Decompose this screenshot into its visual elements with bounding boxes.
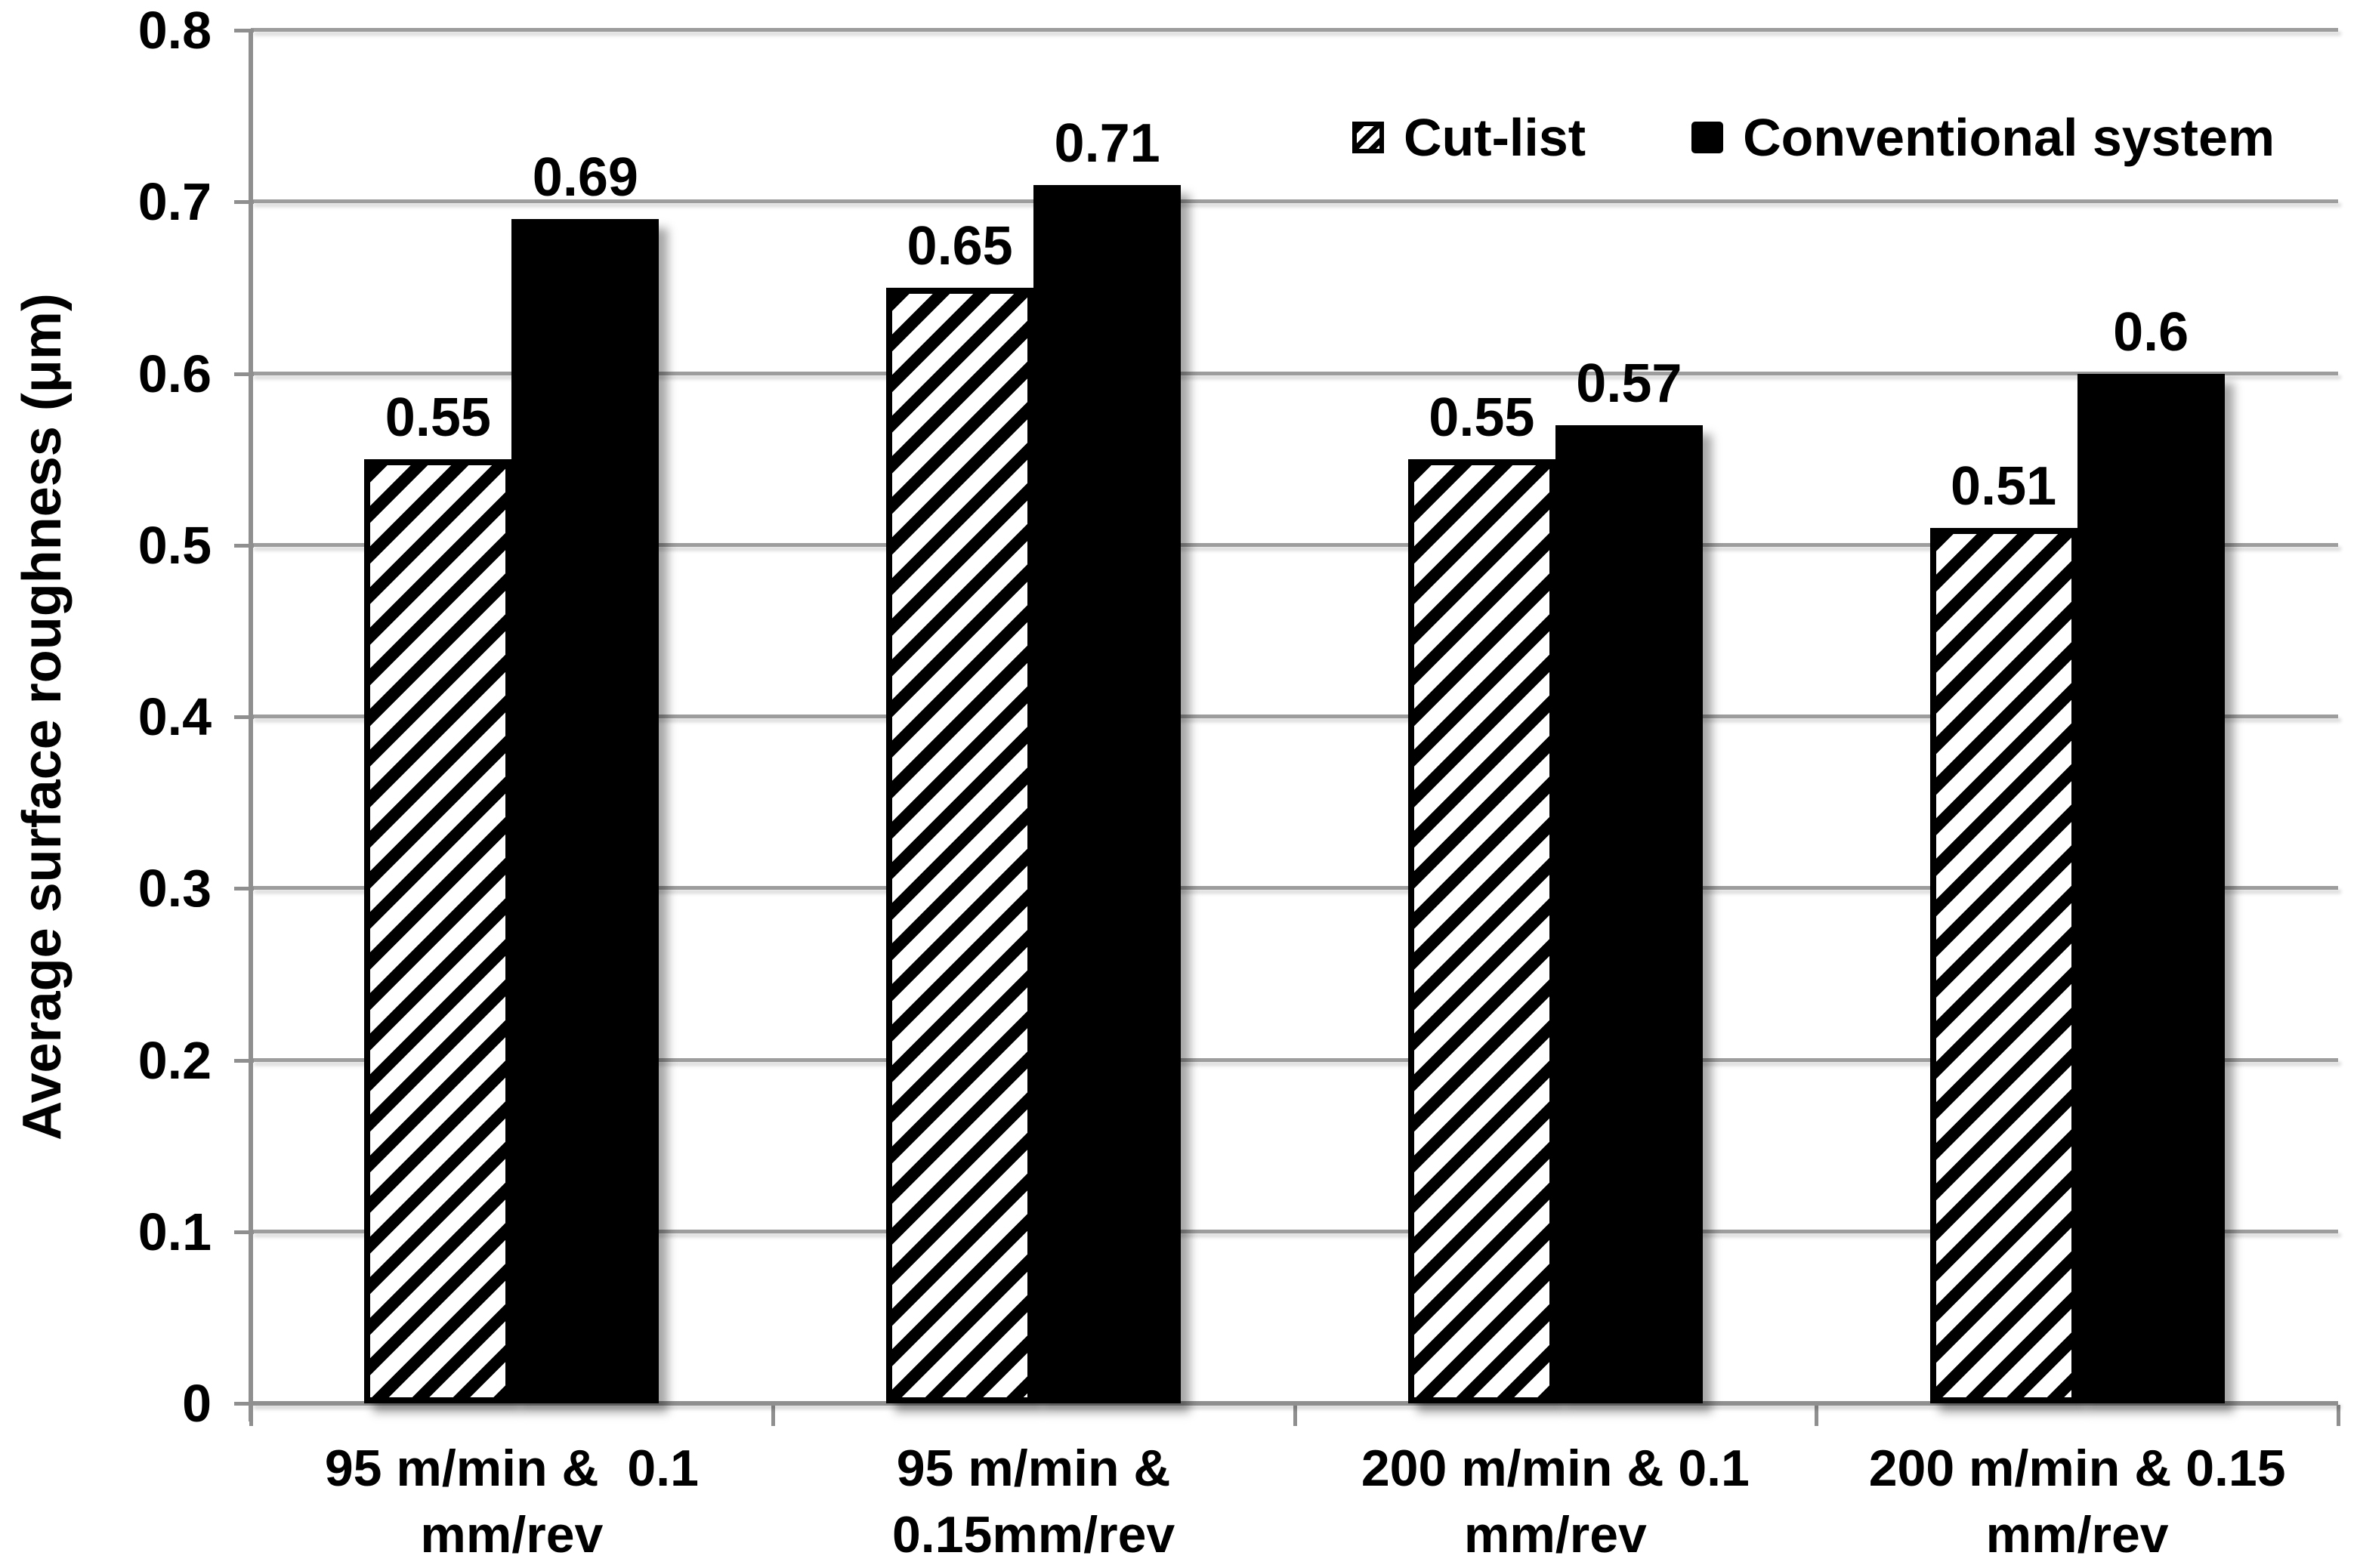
y-axis-tick — [234, 200, 254, 205]
y-tick-label: 0.8 — [137, 1, 212, 60]
gridline — [251, 199, 2338, 204]
cut-list-bar — [1407, 459, 1555, 1403]
conventional-system-bar — [511, 218, 660, 1403]
bar-value-label: 0.57 — [1576, 353, 1682, 414]
legend-label-conventional-system: Conventional system — [1743, 108, 2275, 167]
y-axis-tick — [234, 29, 254, 32]
bar-value-label: 0.6 — [2113, 301, 2189, 363]
y-tick-label: 0 — [182, 1374, 212, 1433]
conventional-system-bar — [2077, 373, 2225, 1403]
legend-item-cut-list: Cut-list — [1352, 107, 1586, 168]
x-axis-line — [251, 1401, 2338, 1406]
y-axis-line — [249, 30, 253, 1421]
cut-list-bar — [886, 287, 1034, 1403]
y-axis-tick — [234, 1230, 254, 1234]
y-tick-label: 0.4 — [137, 687, 212, 746]
cut-list-bar — [364, 459, 512, 1403]
y-tick-label: 0.7 — [137, 172, 212, 232]
y-axis-tick — [234, 887, 254, 891]
x-category-label: 200 m/min & 0.1 mm/rev — [1361, 1440, 1750, 1563]
gridline — [251, 371, 2338, 375]
conventional-system-swatch-icon — [1691, 122, 1724, 153]
legend-label-cut-list: Cut-list — [1404, 108, 1586, 167]
bar-value-label: 0.71 — [1054, 113, 1160, 174]
y-axis-tick — [234, 543, 254, 548]
x-category-label: 95 m/min & 0.1 mm/rev — [324, 1440, 699, 1563]
bar-value-label: 0.51 — [1951, 456, 2057, 517]
conventional-system-bar — [1033, 184, 1182, 1403]
gridline — [251, 1229, 2338, 1233]
y-axis-title: Average surface roughness (μm) — [12, 293, 73, 1141]
x-axis-tick — [2337, 1405, 2340, 1426]
x-category-label: 95 m/min & 0.15mm/rev — [891, 1440, 1175, 1563]
y-axis-tick — [234, 715, 254, 719]
bar-value-label: 0.65 — [907, 215, 1013, 276]
conventional-system-bar — [1555, 424, 1703, 1403]
gridline — [251, 715, 2338, 718]
cut-list-hatch-swatch-icon — [1352, 122, 1384, 153]
bar-value-label: 0.55 — [385, 387, 491, 449]
cut-list-bar — [1929, 528, 2077, 1403]
bar-value-label: 0.69 — [532, 147, 638, 208]
x-axis-tick — [1815, 1405, 1819, 1426]
x-axis-tick — [771, 1405, 775, 1426]
y-tick-label: 0.3 — [137, 859, 212, 918]
gridline — [251, 886, 2338, 890]
legend: Cut-list Conventional system — [1352, 107, 2275, 168]
gridline — [251, 542, 2338, 547]
y-tick-label: 0.2 — [137, 1030, 212, 1090]
y-axis-tick — [234, 1058, 254, 1063]
y-axis-tick — [234, 1402, 254, 1406]
legend-item-conventional-system: Conventional system — [1691, 107, 2275, 168]
x-category-label: 200 m/min & 0.15 mm/rev — [1868, 1440, 2286, 1563]
gridline — [251, 1057, 2338, 1062]
y-tick-label: 0.5 — [137, 515, 212, 575]
x-axis-tick — [1293, 1405, 1297, 1426]
y-tick-label: 0.6 — [137, 344, 212, 403]
y-axis-tick — [234, 372, 254, 376]
bar-value-label: 0.55 — [1429, 387, 1535, 449]
y-tick-label: 0.1 — [137, 1202, 212, 1261]
gridline — [251, 28, 2338, 32]
